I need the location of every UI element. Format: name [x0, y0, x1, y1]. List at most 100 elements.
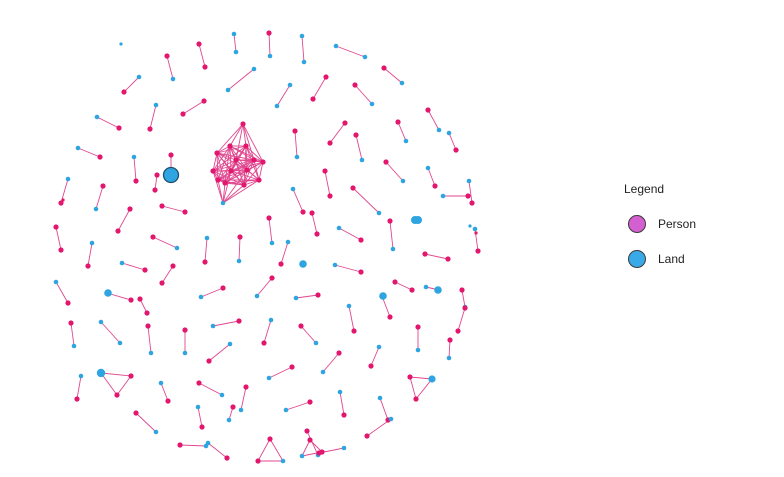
edge	[242, 123, 264, 163]
land-node	[205, 440, 211, 446]
edge	[329, 122, 346, 144]
person-node	[327, 140, 333, 146]
edge	[322, 352, 340, 373]
edge	[179, 444, 207, 447]
edge	[216, 145, 247, 154]
edge	[233, 33, 237, 53]
edge	[427, 167, 436, 187]
edge	[212, 152, 218, 172]
person-node	[182, 209, 188, 215]
person-node	[227, 143, 233, 149]
person-node	[422, 251, 428, 257]
person-node	[341, 412, 347, 418]
legend-label-land: Land	[658, 252, 685, 266]
person-node	[61, 198, 65, 202]
edge	[100, 321, 121, 344]
person-node	[255, 458, 261, 464]
land-node	[390, 246, 396, 252]
land-node	[204, 235, 210, 241]
edge	[285, 401, 311, 411]
person-node	[196, 380, 202, 386]
person-node	[409, 287, 415, 293]
land-node	[299, 453, 305, 459]
edge	[389, 220, 394, 250]
legend-title: Legend	[624, 182, 665, 196]
land-node	[251, 66, 257, 72]
land-node	[466, 178, 472, 184]
land-node	[376, 344, 382, 350]
edge	[230, 170, 245, 186]
person-node	[243, 384, 249, 390]
land-node	[332, 262, 338, 268]
person-node	[230, 404, 236, 410]
land-node	[254, 293, 260, 299]
person-node	[180, 111, 186, 117]
edge	[227, 68, 255, 91]
edge	[70, 322, 75, 347]
legend-label-person: Person	[658, 217, 697, 231]
land-node	[89, 240, 95, 246]
node-layer	[53, 30, 481, 464]
person-node	[315, 292, 321, 298]
person-node	[459, 287, 465, 293]
land-node	[423, 284, 429, 290]
person-node	[395, 119, 401, 125]
land-node	[446, 130, 452, 136]
person-node	[202, 259, 208, 265]
person-node	[278, 261, 284, 267]
person-node	[269, 275, 275, 281]
land-node	[400, 178, 406, 184]
edge	[135, 412, 157, 433]
edge	[385, 161, 404, 182]
edge	[217, 179, 245, 186]
land-node	[219, 392, 225, 398]
edge	[427, 109, 440, 131]
person-node	[453, 147, 459, 153]
person-node	[358, 269, 364, 275]
edge	[354, 84, 373, 105]
person-node	[121, 89, 127, 95]
person-node	[128, 297, 134, 303]
land-node	[337, 389, 343, 395]
edge	[198, 43, 206, 68]
land-node	[294, 154, 300, 160]
person-node	[455, 328, 461, 334]
person-node	[327, 193, 333, 199]
land-node	[285, 239, 291, 245]
edge	[116, 375, 132, 396]
person-node	[133, 178, 139, 184]
land-node	[268, 317, 274, 323]
person-node	[53, 224, 59, 230]
person-node	[475, 248, 481, 254]
person-node	[387, 218, 393, 224]
land-node	[299, 33, 305, 39]
person-node	[168, 152, 174, 158]
edge	[222, 184, 245, 204]
edge	[294, 130, 298, 158]
land-node	[53, 279, 59, 285]
person-node	[154, 172, 160, 178]
person-node	[68, 320, 74, 326]
person-node	[165, 398, 171, 404]
land-node	[440, 193, 446, 199]
edge	[457, 307, 466, 332]
edge	[335, 45, 366, 58]
land-node	[425, 165, 431, 171]
person-node	[292, 128, 298, 134]
edge	[295, 294, 319, 299]
person-node	[353, 132, 359, 138]
edge	[409, 376, 433, 380]
person-node	[177, 442, 183, 448]
edge-layer	[55, 32, 479, 462]
edge	[268, 366, 293, 379]
person-node	[319, 449, 325, 455]
edge	[121, 262, 146, 271]
land-node	[104, 289, 112, 297]
person-node	[127, 206, 133, 212]
person-node	[159, 203, 165, 209]
edge	[200, 287, 224, 298]
land-node	[369, 101, 375, 107]
edge	[204, 237, 208, 263]
edge	[339, 391, 345, 416]
person-node	[415, 324, 421, 330]
